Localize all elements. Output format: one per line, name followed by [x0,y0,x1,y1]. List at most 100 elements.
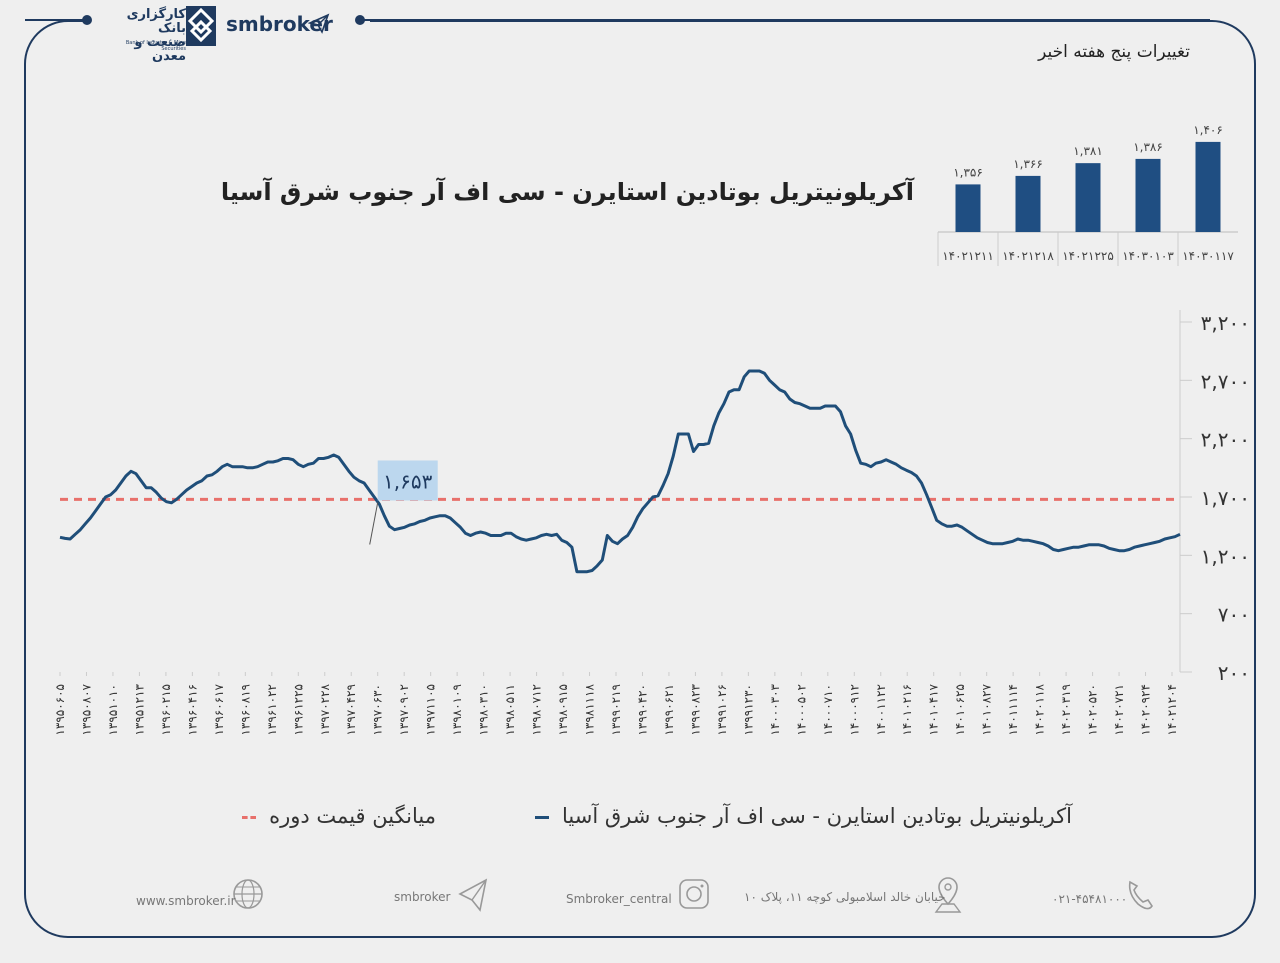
x-tick-label: ۱۳۹۶۰۴۱۶ [185,684,199,736]
bar [955,184,981,232]
bar-value-label: ۱,۳۶۶ [1013,157,1043,171]
telegram-icon [458,878,488,912]
bar-category-label: ۱۴۰۲۱۲۱۱ [942,249,994,263]
x-tick-label: ۱۳۹۵۱۲۱۳ [132,683,146,735]
bar [1015,175,1041,232]
phone-icon [1128,880,1153,910]
legend-series-swatch [535,815,550,819]
x-tick-label: ۱۳۹۷۰۹۰۲ [397,684,411,736]
bar-value-label: ۱,۳۸۶ [1133,140,1163,154]
annotation-leader [369,502,379,545]
bar-value-label: ۱,۳۵۶ [953,165,983,179]
x-tick-label: ۱۳۹۸۰۷۱۲ [530,684,544,736]
bar [1135,158,1161,232]
x-tick-label: ۱۴۰۲۰۱۱۸ [1033,683,1047,735]
x-tick-label: ۱۴۰۲۰۳۱۹ [1059,684,1073,736]
footer-address: خیابان خالد اسلامبولی کوچه ۱۱، پلاک ۱۰ [744,890,946,904]
x-tick-label: ۱۳۹۸۰۵۱۱ [503,684,517,736]
x-tick-label: ۱۳۹۷۰۲۲۸ [318,683,332,735]
x-tick-label: ۱۴۰۲۰۷۲۱ [1112,684,1126,736]
x-tick-label: ۱۴۰۰۰۹۱۲ [847,684,861,736]
legend-average-label: میانگین قیمت دوره [269,804,436,828]
y-tick-label: ۷۰۰ [1218,603,1250,627]
x-tick-label: ۱۴۰۲۰۵۲۰ [1086,684,1100,736]
bar-category-label: ۱۴۰۲۱۲۲۵ [1062,249,1114,263]
location-pin-icon [934,877,962,913]
bank-subtitle: Bank of Industry & Mine Securities [125,40,186,52]
y-tick-label: ۳,۲۰۰ [1201,311,1250,335]
x-tick-label: ۱۳۹۹۰۸۲۳ [688,683,702,735]
top-right-dot [355,15,365,25]
bar-category-label: ۱۴۰۳۰۱۰۳ [1122,249,1174,263]
footer-instagram: Smbroker_central [566,892,672,906]
x-tick-label: ۱۳۹۹۱۲۳۰ [741,684,755,736]
bar-category-label: ۱۴۰۲۱۲۱۸ [1002,249,1054,263]
x-tick-label: ۱۴۰۱۰۸۲۷ [980,683,994,735]
x-tick-label: ۱۴۰۱۰۲۱۶ [900,684,914,736]
footer-telegram: smbroker [394,890,451,904]
y-tick-label: ۱,۲۰۰ [1201,544,1250,568]
y-tick-label: ۲,۲۰۰ [1201,428,1250,452]
bank-logo-icon [186,6,216,46]
x-tick-label: ۱۳۹۷۰۶۳۰ [371,684,385,736]
five-week-bar-chart: ۱,۳۵۶ ۱۴۰۲۱۲۱۱ ۱,۳۶۶ ۱۴۰۲۱۲۱۸ ۱,۳۸۱ ۱۴۰۲۱۲۲۵ ۱… [937,123,1238,266]
x-tick-label: ۱۳۹۶۱۲۲۵ [291,684,305,736]
top-left-rule [25,19,85,21]
y-tick-label: ۲,۷۰۰ [1201,369,1250,393]
annotation-label: ۱,۶۵۳ [383,469,433,493]
x-tick-label: ۱۳۹۹۱۰۲۶ [715,684,729,736]
top-left-dot [82,15,92,25]
x-tick-label: ۱۴۰۰۰۳۰۳ [768,683,782,735]
legend-average: میانگین قیمت دوره [242,804,436,828]
x-tick-label: ۱۴۰۱۱۱۱۴ [1006,684,1020,736]
x-tick-label: ۱۳۹۷۱۱۰۵ [424,684,438,736]
x-tick-label: ۱۴۰۲۱۲۰۴ [1165,684,1179,736]
x-tick-label: ۱۳۹۶۰۲۱۵ [159,684,173,736]
five-week-title: تغییرات پنج هفته اخیر [1038,42,1190,62]
x-tick-label: ۱۳۹۸۰۱۰۹ [450,684,464,736]
x-tick-label: ۱۴۰۰۰۷۱۰ [821,684,835,736]
x-tick-label: ۱۳۹۶۰۸۱۹ [238,684,252,736]
x-tick-label: ۱۳۹۵۱۰۱۰ [106,684,120,736]
x-tick-label: ۱۴۰۰۰۵۰۲ [794,684,808,736]
x-tick-label: ۱۳۹۸۱۱۱۸ [583,683,597,735]
price-series-line [59,369,1181,574]
bar-value-label: ۱,۳۸۱ [1073,144,1103,158]
main-title: آکریلونیتریل بوتادین استایرن - سی اف آر … [220,178,914,206]
footer-website: www.smbroker.ir [136,894,236,908]
x-tick-label: ۱۳۹۹۰۶۲۱ [662,684,676,736]
x-tick-label: ۱۴۰۲۰۹۲۴ [1139,684,1153,736]
x-tick-label: ۱۳۹۵۰۸۰۷ [79,683,93,735]
x-tick-label: ۱۳۹۵۰۶۰۵ [53,684,67,736]
x-tick-label: ۱۴۰۰۱۱۲۲ [874,684,888,736]
paper-plane-icon [308,13,330,34]
bar-category-label: ۱۴۰۳۰۱۱۷ [1182,249,1234,263]
x-tick-label: ۱۳۹۷۰۴۲۹ [344,684,358,736]
bar-value-label: ۱,۴۰۶ [1193,123,1223,137]
legend-series-label: آکریلونیتریل بوتادین استایرن - سی اف آر … [562,804,1072,828]
bar [1075,163,1101,232]
bank-name: کارگزاری بانک صنعت و معدن [110,8,186,64]
x-tick-label: ۱۳۹۸۰۳۱۰ [477,684,491,736]
legend-average-swatch [242,815,257,819]
chart-frame [24,20,1256,938]
x-tick-label: ۱۳۹۹۰۴۲۰ [635,684,649,736]
x-tick-label: ۱۳۹۶۱۰۲۲ [265,684,279,736]
x-tick-label: ۱۳۹۸۰۹۱۵ [556,684,570,736]
globe-icon [233,879,263,909]
annotation-box [377,460,438,501]
x-tick-label: ۱۳۹۹۰۲۱۹ [609,684,623,736]
legend-series: آکریلونیتریل بوتادین استایرن - سی اف آر … [535,804,1072,828]
y-tick-label: ۱,۷۰۰ [1201,486,1250,510]
footer-phone: ۰۲۱-۴۵۴۸۱۰۰۰ [1052,892,1128,906]
instagram-icon [679,879,709,909]
header-band [90,0,370,50]
y-tick-label: ۲۰۰ [1218,661,1250,685]
price-line-chart: ۲۰۰ ۷۰۰ ۱,۲۰۰ ۱,۷۰۰ ۲,۲۰۰ ۲,۷۰۰ ۳,۲۰۰ ۱۳۹۵۰۶۰۵ ۱… [53,310,1250,736]
x-tick-label: ۱۳۹۶۰۶۱۷ [212,683,226,735]
bank-name-line1: کارگزاری بانک [126,7,186,36]
bank-name-line2: صنعت و معدن [134,35,186,64]
top-right-rule [360,19,1210,21]
bar [1195,141,1221,232]
x-tick-label: ۱۴۰۱۰۴۱۷ [927,683,941,735]
